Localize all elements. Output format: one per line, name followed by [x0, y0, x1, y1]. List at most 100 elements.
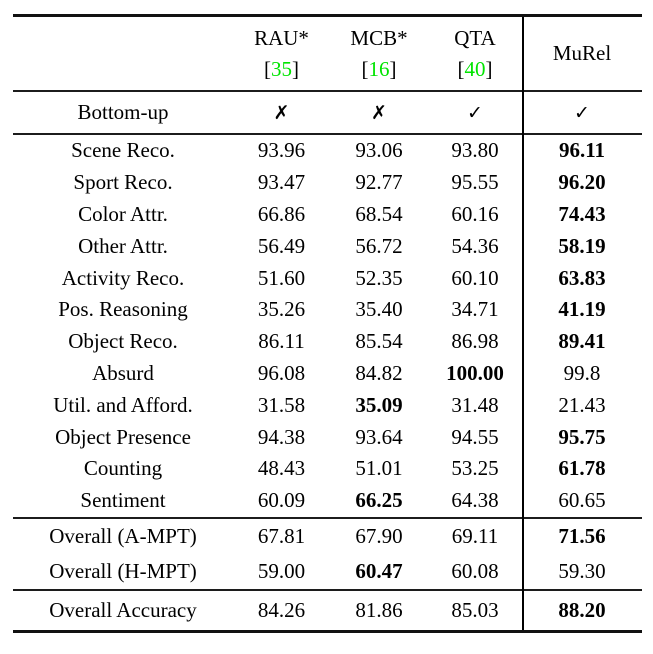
citation-bracket-close: ]: [485, 56, 493, 81]
row-label: Color Attr.: [78, 201, 168, 226]
value-cell: 41.19: [558, 297, 606, 322]
value-cell: 95.55: [451, 170, 499, 195]
citation-number: 35: [271, 56, 292, 81]
table-row: Util. and Afford. 31.58 35.09 31.48 21.43: [13, 389, 642, 421]
value-cell: 99.8: [563, 360, 601, 385]
value-cell: 31.58: [257, 392, 306, 417]
citation-bracket-close: ]: [389, 56, 397, 81]
checkmark-icon: ✓: [467, 101, 483, 124]
value-cell: 66.86: [257, 201, 306, 226]
checkmark-icon: ✓: [574, 101, 590, 124]
value-cell: 51.60: [257, 265, 306, 290]
table-row: Overall Accuracy 84.26 81.86 85.03 88.20: [13, 591, 642, 630]
value-cell: 92.77: [355, 170, 403, 195]
table-row: Sentiment 60.09 66.25 64.38 60.65: [13, 485, 642, 517]
value-cell: 60.47: [355, 558, 403, 583]
table-row: Pos. Reasoning 35.26 35.40 34.71 41.19: [13, 294, 642, 326]
value-cell: 63.83: [558, 265, 606, 290]
value-cell: 89.41: [558, 329, 606, 354]
value-cell: 67.90: [355, 523, 403, 548]
value-cell: 93.64: [355, 424, 403, 449]
value-cell: 60.16: [451, 201, 499, 226]
value-cell: 53.25: [451, 456, 499, 481]
value-cell: 85.54: [355, 329, 403, 354]
value-cell: 66.25: [355, 488, 403, 513]
value-cell: 64.38: [451, 488, 499, 513]
value-cell: 35.26: [257, 297, 306, 322]
value-cell: 100.00: [446, 360, 504, 385]
value-cell: 95.75: [558, 424, 606, 449]
row-label: Object Presence: [55, 424, 191, 449]
row-label: Scene Reco.: [71, 138, 175, 163]
value-cell: 68.54: [355, 201, 403, 226]
value-cell: 61.78: [558, 456, 606, 481]
column-header-mcb: MCB* [16]: [330, 17, 428, 90]
value-cell: 35.09: [355, 392, 403, 417]
method-name: QTA: [454, 26, 496, 51]
citation-bracket-open: [: [457, 56, 465, 81]
citation-bracket-open: [: [264, 56, 271, 81]
row-label: Other Attr.: [78, 233, 168, 258]
bottom-rule: [13, 629, 642, 633]
table-row: Color Attr. 66.86 68.54 60.16 74.43: [13, 199, 642, 231]
value-cell: 59.30: [558, 558, 606, 583]
value-cell: 34.71: [451, 297, 499, 322]
value-cell: 69.11: [451, 523, 499, 548]
value-cell: 93.47: [257, 170, 306, 195]
row-label: Activity Reco.: [61, 265, 185, 290]
category-rows-section: Scene Reco. 93.96 93.06 93.80 96.11 Sport Rec…: [13, 135, 642, 517]
overall-accuracy-section: Overall Accuracy 84.26 81.86 85.03 88.20: [13, 591, 642, 630]
row-label: Counting: [83, 456, 163, 481]
row-label: Pos. Reasoning: [58, 297, 188, 322]
table-row: Other Attr. 56.49 56.72 54.36 58.19: [13, 230, 642, 262]
value-cell: 58.19: [558, 233, 606, 258]
row-label: Overall (A-MPT): [49, 523, 197, 548]
citation-number: 40: [464, 56, 486, 81]
row-label: Overall (H-MPT): [49, 558, 197, 583]
value-cell: 60.09: [257, 488, 306, 513]
table-row: Absurd 96.08 84.82 100.00 99.8: [13, 358, 642, 390]
row-label: Sport Reco.: [73, 170, 173, 195]
value-cell: 96.11: [558, 138, 606, 163]
table-row: Activity Reco. 51.60 52.35 60.10 63.83: [13, 262, 642, 294]
value-cell: 84.26: [257, 597, 306, 622]
table-row: Sport Reco. 93.47 92.77 95.55 96.20: [13, 167, 642, 199]
cross-icon: ✗: [371, 101, 387, 124]
citation-link: [16]: [362, 54, 397, 84]
value-cell: 51.01: [355, 456, 403, 481]
value-cell: 81.86: [355, 597, 403, 622]
row-label: Bottom-up: [77, 100, 169, 124]
citation-link: [35]: [264, 54, 299, 84]
citation-bracket-close: ]: [292, 56, 299, 81]
value-cell: 60.65: [558, 488, 606, 513]
value-cell: 56.72: [355, 233, 403, 258]
value-cell: 60.10: [451, 265, 499, 290]
method-name: MuRel: [552, 41, 612, 66]
cross-icon: ✗: [273, 101, 290, 124]
overall-mpt-rule: [13, 588, 642, 591]
row-label: Sentiment: [80, 488, 166, 513]
murel-column-divider: [522, 17, 524, 630]
citation-bracket-open: [: [361, 56, 369, 81]
column-header-rau: RAU* [35]: [233, 17, 330, 90]
value-cell: 93.80: [451, 138, 499, 163]
overall-mpt-section: Overall (A-MPT) 67.81 67.90 69.11 71.56 Overa…: [13, 519, 642, 589]
value-cell: 31.48: [451, 392, 499, 417]
value-cell: 94.38: [257, 424, 306, 449]
table-row: Scene Reco. 93.96 93.06 93.80 96.11: [13, 135, 642, 167]
method-name: MCB*: [350, 26, 408, 51]
value-cell: 94.55: [451, 424, 499, 449]
citation-link: [40]: [458, 54, 493, 84]
value-cell: 85.03: [451, 597, 499, 622]
value-cell: 84.82: [355, 360, 403, 385]
value-cell: 88.20: [558, 597, 606, 622]
value-cell: 96.20: [558, 170, 606, 195]
table-row: Object Presence 94.38 93.64 94.55 95.75: [13, 421, 642, 453]
value-cell: 67.81: [257, 523, 306, 548]
value-cell: 52.35: [355, 265, 403, 290]
value-cell: 54.36: [451, 233, 499, 258]
header-rule: [13, 90, 642, 92]
table-row: Overall (H-MPT) 59.00 60.47 60.08 59.30: [13, 554, 642, 589]
value-cell: 21.43: [558, 392, 606, 417]
